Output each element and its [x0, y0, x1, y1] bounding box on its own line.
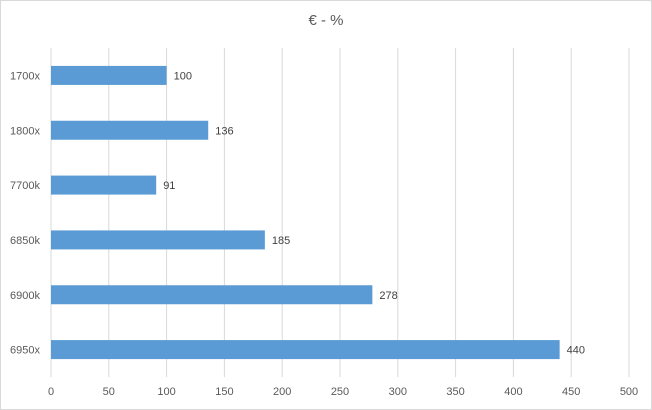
bar-7700k	[51, 175, 157, 195]
bar-6950x	[51, 340, 560, 360]
x-tick-label: 250	[331, 386, 349, 398]
x-tick-label: 350	[446, 386, 464, 398]
x-tick-label: 0	[48, 386, 54, 398]
category-label: 6850k	[10, 235, 40, 247]
data-label: 136	[215, 125, 233, 137]
data-label: 185	[272, 235, 290, 247]
x-tick-label: 500	[620, 386, 638, 398]
x-tick-label: 50	[103, 386, 115, 398]
x-tick-label: 200	[273, 386, 291, 398]
x-tick-label: 450	[562, 386, 580, 398]
category-label: 6950x	[10, 345, 40, 357]
bar-1800x	[51, 120, 209, 140]
data-label: 440	[567, 345, 585, 357]
x-tick-label: 100	[157, 386, 175, 398]
data-label: 91	[163, 180, 175, 192]
category-label: 1800x	[10, 125, 40, 137]
data-label: 100	[174, 70, 192, 82]
bar-6850k	[51, 230, 265, 250]
x-tick-label: 150	[215, 386, 233, 398]
bars	[51, 65, 560, 360]
bar-6900k	[51, 285, 373, 305]
category-label: 7700k	[10, 180, 40, 192]
category-label: 1700x	[10, 70, 40, 82]
x-tick-label: 300	[389, 386, 407, 398]
data-label: 278	[379, 290, 397, 302]
labels: 0 50 100 150 200 250 300 350 400 450 500 1700x 100 18…	[10, 70, 638, 398]
category-label: 6900k	[10, 290, 40, 302]
chart-title: € - %	[308, 12, 344, 29]
bar-1700x	[51, 65, 167, 85]
x-tick-label: 400	[504, 386, 522, 398]
grid-lines	[50, 48, 630, 377]
